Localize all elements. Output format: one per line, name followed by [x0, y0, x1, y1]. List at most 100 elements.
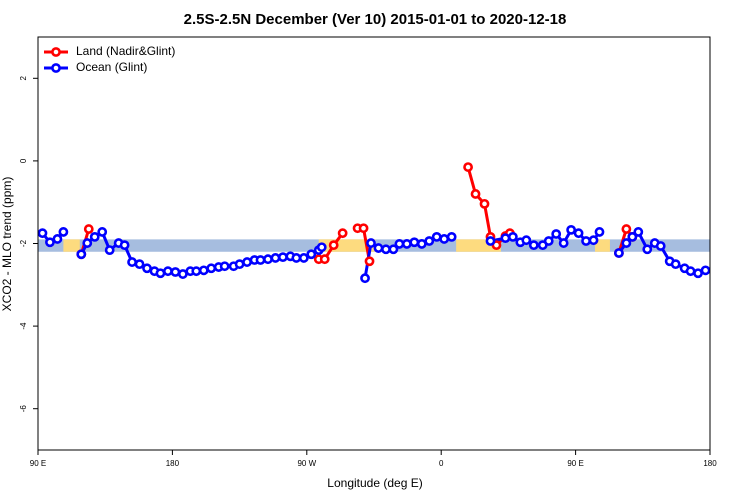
data-point [366, 238, 376, 248]
data-point [373, 243, 384, 253]
legend-label: Ocean (Glint) [76, 60, 147, 74]
data-point [581, 236, 591, 246]
data-point [263, 254, 273, 265]
data-point [155, 268, 166, 279]
data-point [424, 236, 435, 246]
data-point [543, 236, 554, 246]
data-point [177, 269, 188, 279]
y-axis-label: XCO2 - MLO trend (ppm) [0, 177, 14, 312]
data-point [255, 255, 266, 265]
data-point [191, 266, 202, 277]
data-point [163, 266, 173, 277]
data-point [463, 162, 473, 172]
data-point [142, 263, 152, 274]
data-point [614, 248, 624, 258]
data-point [270, 253, 281, 263]
data-point [500, 233, 511, 244]
data-point [528, 240, 539, 251]
data-point [358, 223, 369, 234]
data-point [170, 267, 181, 277]
data-point [381, 244, 391, 255]
data-point [134, 259, 145, 270]
data-point [573, 228, 584, 239]
x-axis-label: Longitude (deg E) [327, 476, 422, 490]
data-point [566, 224, 577, 235]
data-point [45, 237, 55, 248]
data-point [97, 227, 108, 237]
data-point [700, 265, 711, 276]
legend-marker [51, 63, 61, 73]
data-point [58, 227, 69, 237]
data-point [693, 268, 703, 279]
data-point [670, 259, 681, 270]
data-point [206, 263, 217, 274]
data-point [551, 229, 562, 239]
data-point [507, 231, 518, 242]
data-point [328, 240, 339, 251]
data-point [558, 238, 569, 248]
data-point [278, 252, 288, 263]
y-tick-label: -6 [19, 405, 28, 413]
land-band [63, 239, 80, 252]
series-line [41, 227, 707, 279]
x-tick-label: 90 E [30, 459, 46, 468]
data-point [242, 257, 252, 267]
y-tick-label: 2 [19, 76, 28, 81]
y-tick-label: 0 [19, 158, 28, 163]
data-point [479, 198, 490, 209]
axes: 90 E 180 90 W 0 90 E 180 2 0 -2 -4 -6 [19, 76, 717, 469]
data-point [588, 235, 599, 246]
data-point [83, 224, 94, 234]
data-point [627, 231, 638, 242]
data-point [409, 237, 420, 248]
data-point [401, 239, 412, 249]
data-point [82, 238, 93, 248]
data-point [198, 265, 209, 276]
data-point [298, 253, 309, 263]
data-point [119, 240, 130, 251]
data-point [291, 253, 302, 263]
data-point [485, 236, 496, 246]
data-point [633, 227, 644, 237]
x-tick-label: 90 W [297, 459, 316, 468]
plot-area [37, 162, 711, 284]
data-point [364, 256, 375, 267]
data-point [621, 238, 632, 248]
land-band [595, 239, 610, 252]
plot-frame [37, 36, 711, 451]
x-tick-label: 0 [439, 459, 444, 468]
data-point [470, 189, 481, 199]
data-point [521, 235, 532, 246]
legend: Land (Nadir&Glint) Ocean (Glint) [44, 44, 175, 74]
data-point [360, 273, 370, 284]
data-point [388, 244, 399, 255]
data-point [685, 266, 696, 277]
data-point [89, 231, 100, 242]
x-tick-label: 90 E [567, 459, 583, 468]
data-point [104, 245, 115, 256]
data-point [219, 261, 230, 272]
data-point [306, 249, 317, 260]
legend-marker [51, 47, 61, 57]
data-point [52, 234, 63, 244]
data-point [594, 227, 605, 237]
data-point [446, 231, 457, 242]
data-point [234, 259, 245, 270]
data-point [76, 249, 87, 260]
x-tick-label: 180 [703, 459, 717, 468]
y-tick-label: -4 [19, 322, 28, 330]
x-tick-label: 180 [166, 459, 180, 468]
data-point [655, 241, 666, 251]
data-point [642, 244, 653, 255]
data-point [439, 234, 450, 244]
data-point [416, 239, 427, 249]
data-point [319, 254, 330, 265]
legend-label: Land (Nadir&Glint) [76, 44, 175, 58]
data-point [37, 228, 48, 239]
y-tick-label: -2 [19, 239, 28, 247]
data-point [337, 228, 348, 239]
data-point [621, 224, 632, 234]
data-point [394, 239, 405, 249]
chart-title: 2.5S-2.5N December (Ver 10) 2015-01-01 t… [184, 11, 567, 28]
